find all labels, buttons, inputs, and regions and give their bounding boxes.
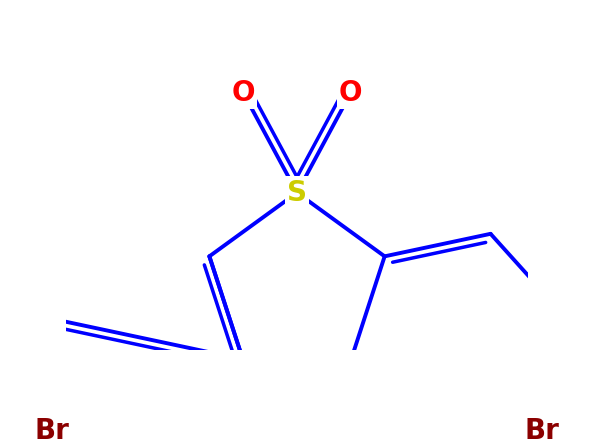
Text: Br: Br [525, 417, 559, 445]
Text: S: S [287, 179, 307, 207]
Text: O: O [232, 79, 255, 107]
Text: O: O [339, 79, 362, 107]
Text: Br: Br [35, 417, 69, 445]
